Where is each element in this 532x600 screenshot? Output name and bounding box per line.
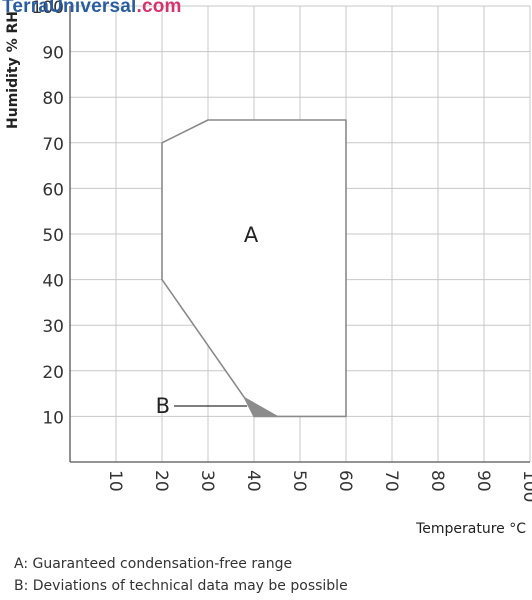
y-tick-label-10: 10 [42, 408, 64, 428]
y-tick-label-90: 90 [42, 44, 64, 64]
watermark-logo: TerraUniversal.com [2, 0, 182, 18]
y-tick-label-60: 60 [42, 180, 64, 200]
y-tick-label-80: 80 [42, 89, 64, 109]
y-tick-label-30: 30 [42, 317, 64, 337]
y-tick-labels: 10 20 30 40 50 60 70 80 90 100 [32, 0, 64, 428]
region-a [161, 119, 347, 418]
watermark-main: TerraUniversal [2, 0, 137, 17]
legend-entry-a: A: Guaranteed condensation-free range [14, 556, 293, 572]
x-tick-label-60: 60 [335, 470, 355, 492]
x-tick-labels: 10 20 30 40 50 60 70 80 90 100 [105, 470, 532, 502]
x-tick-label-40: 40 [243, 470, 263, 492]
watermark-tld: .com [136, 0, 182, 17]
y-tick-label-40: 40 [42, 272, 64, 292]
x-tick-label-90: 90 [473, 470, 493, 492]
y-tick-label-50: 50 [42, 226, 64, 246]
region-b [244, 397, 278, 418]
x-tick-label-20: 20 [151, 470, 171, 492]
x-tick-label-50: 50 [289, 470, 309, 492]
x-tick-label-30: 30 [197, 470, 217, 492]
regions: AB [156, 119, 347, 418]
legend-entry-b: B: Deviations of technical data may be p… [14, 578, 348, 594]
y-tick-label-20: 20 [42, 363, 64, 383]
y-tick-label-100: 100 [32, 0, 64, 18]
y-axis-label: Humidity % RH [5, 11, 21, 129]
x-tick-label-80: 80 [427, 470, 447, 492]
x-tick-label-10: 10 [105, 470, 125, 492]
region-b-label: B [156, 394, 170, 418]
x-tick-label-100: 100 [519, 470, 532, 502]
y-tick-label-70: 70 [42, 135, 64, 155]
x-tick-label-70: 70 [381, 470, 401, 492]
region-a-label: A [244, 223, 259, 247]
legend: A: Guaranteed condensation-free range B:… [14, 553, 348, 597]
x-axis-label: Temperature °C [415, 521, 526, 537]
